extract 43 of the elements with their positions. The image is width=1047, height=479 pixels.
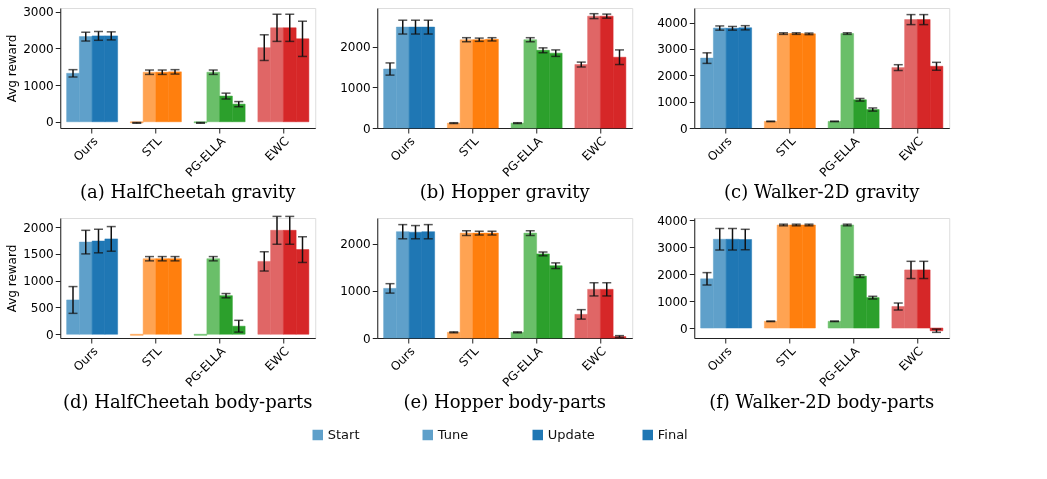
legend-label: Update [547,427,595,442]
y-tick-label: 0 [680,321,688,336]
legend-label: Tune [436,427,469,442]
x-tick-label: STL [773,133,799,160]
y-tick-label: 2000 [23,41,54,56]
text: (b) Hopper gravity [419,181,591,203]
y-tick-label: 3000 [657,240,688,255]
y-tick-label: 0 [46,327,54,342]
text: (e) Hopper body-parts [403,391,606,413]
y-tick-label: 1000 [657,294,688,309]
y-tick-label: 3000 [23,5,54,20]
x-tick-label: STL [456,343,482,370]
y-tick-label: 500 [30,300,54,315]
y-tick-label: 1000 [340,80,371,95]
x-tick-label: STL [773,343,799,370]
x-tick-label: STL [139,133,165,160]
y-tick-label: 4000 [657,16,688,31]
y-tick-label: 1000 [23,274,54,289]
y-tick-label: 2000 [340,40,371,55]
y-axis-title: Avg reward [5,34,20,103]
y-tick-label: 3000 [657,42,688,57]
x-tick-label: STL [456,133,482,160]
y-tick-label: 1000 [23,78,54,93]
text: (f) Walker-2D body-parts [709,391,935,413]
y-tick-label: 2000 [657,68,688,83]
y-tick-label: 1500 [23,247,54,262]
y-tick-label: 0 [363,331,371,346]
y-tick-label: 1000 [657,95,688,110]
y-tick-label: 2000 [23,220,54,235]
legend-label: Start [327,427,360,442]
y-tick-label: 0 [680,121,688,136]
text: (d) HalfCheetah body-parts [62,391,313,413]
y-axis-title: Avg reward [5,244,20,313]
y-tick-label: 0 [363,121,371,136]
legend-label: Final [657,427,688,442]
y-tick-label: 1000 [340,284,371,299]
text: (c) Walker-2D gravity [724,181,921,203]
y-tick-label: 2000 [340,237,371,252]
y-tick-label: 0 [46,115,54,130]
y-tick-label: 4000 [657,213,688,228]
text: (a) HalfCheetah gravity [80,181,297,203]
y-tick-label: 2000 [657,267,688,282]
x-tick-label: STL [139,343,165,370]
